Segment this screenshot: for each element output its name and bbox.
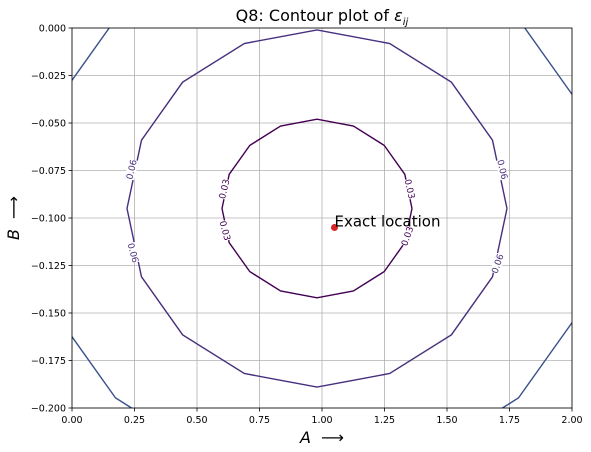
y-axis-ticks: 0.000 −0.025 −0.050 −0.075 −0.100 −0.125 −0.15… (31, 24, 72, 415)
y-tick-label: −0.025 (31, 71, 66, 82)
x-tick-label: 0.00 (61, 415, 82, 426)
y-tick-label: −0.150 (31, 309, 66, 320)
contour-label-background (399, 225, 416, 248)
y-tick-label: −0.075 (31, 166, 66, 177)
contour-label-background (125, 241, 141, 264)
contour-line (126, 29, 508, 388)
chart-title: Q8: Contour plot of εij (236, 6, 409, 28)
y-tick-label: −0.050 (31, 119, 66, 130)
x-tick-label: 0.75 (249, 415, 270, 426)
contour-label: 0.03 (402, 178, 416, 200)
x-tick-label: 2.00 (561, 415, 582, 426)
y-tick-label: −0.100 (31, 214, 66, 225)
contour-label-background (124, 158, 139, 181)
x-tick-label: 1.25 (374, 415, 395, 426)
contour-label: 0.06 (125, 159, 139, 181)
contour-line (221, 118, 413, 299)
x-axis-ticks: 0.00 0.25 0.50 0.75 1.00 1.25 1.50 1.75 2.00 (61, 408, 583, 426)
y-axis-label: B⟶ (4, 196, 23, 240)
contour-label: 0.03 (218, 178, 232, 200)
x-axis-label: A ⟶ (299, 428, 344, 447)
contour-label-background (217, 219, 233, 242)
x-tick-label: 1.50 (436, 415, 457, 426)
y-tick-label: −0.175 (31, 356, 66, 367)
y-tick-label: 0.000 (39, 24, 66, 35)
contour-label-background (489, 252, 506, 275)
x-tick-label: 1.00 (311, 415, 332, 426)
exact-location-label: Exact location (335, 213, 441, 231)
y-tick-label: −0.125 (31, 261, 66, 272)
contour-label: 0.06 (494, 159, 508, 181)
contour-label-background (402, 178, 417, 200)
exact-location-point (331, 224, 338, 231)
y-tick-label: −0.200 (31, 404, 66, 415)
x-tick-label: 1.75 (499, 415, 520, 426)
contour-label-background (495, 158, 510, 181)
x-tick-label: 0.25 (124, 415, 145, 426)
x-tick-label: 0.50 (186, 415, 207, 426)
contour-label-background (217, 178, 232, 200)
